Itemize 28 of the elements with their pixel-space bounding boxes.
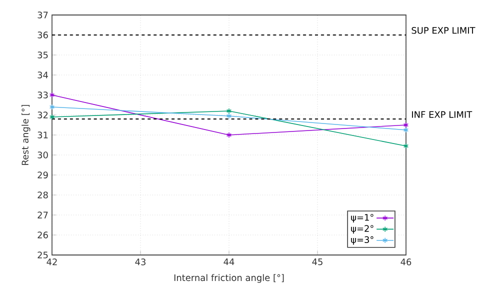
x-tick-label: 44 — [224, 258, 234, 266]
y-tick-label: 34 — [38, 72, 48, 78]
x-tick-label: 46 — [400, 258, 412, 266]
y-tick-label: 37 — [38, 12, 48, 18]
y-tick-label: 36 — [38, 32, 48, 38]
x-tick-label: 45 — [312, 258, 322, 266]
y-tick-label: 30 — [38, 152, 48, 158]
y-tick-label: 31 — [38, 132, 48, 138]
y-tick-label: 27 — [38, 212, 48, 218]
legend-label: ψ=2° — [351, 225, 374, 234]
y-tick-label: 35 — [38, 52, 48, 58]
point — [226, 108, 232, 114]
point — [226, 132, 232, 138]
legend-label: ψ=1° — [351, 214, 374, 222]
x-tick-label: 43 — [135, 258, 146, 266]
point — [226, 113, 232, 119]
y-tick-label: 33 — [38, 92, 48, 98]
x-tick-label: 42 — [46, 258, 57, 266]
y-axis-title: Rest angle [°] — [22, 104, 30, 165]
y-tick-label: 29 — [38, 172, 48, 178]
y-tick-label: 26 — [38, 232, 48, 238]
y-tick-label: 32 — [38, 112, 48, 118]
y-tick-label: 25 — [38, 252, 48, 258]
ref-line-label: INF EXP LIMIT — [412, 111, 472, 118]
y-tick-label: 28 — [38, 192, 48, 198]
x-axis-title: Internal friction angle [°] — [174, 274, 284, 283]
legend-label: ψ=3° — [351, 236, 374, 245]
ref-line-label: SUP EXP LIMIT — [412, 27, 476, 34]
